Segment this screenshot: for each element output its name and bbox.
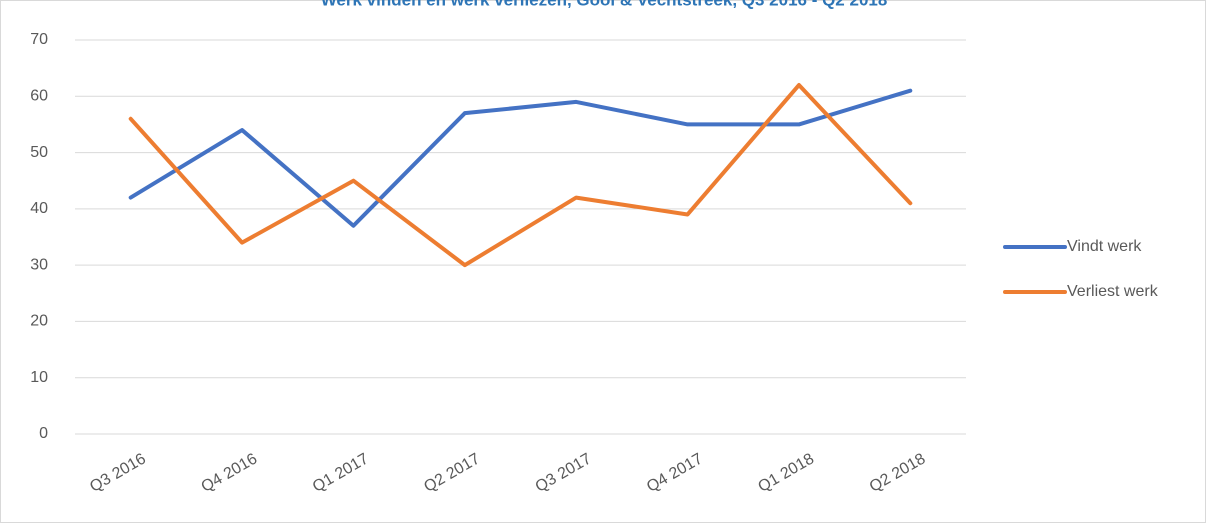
- legend-label: Verliest werk: [1067, 283, 1159, 300]
- y-tick-label: 50: [30, 144, 48, 161]
- series-line: [128, 88, 913, 228]
- series-line: [128, 83, 913, 268]
- y-tick-label: 40: [30, 200, 48, 217]
- y-tick-label: 30: [30, 256, 48, 273]
- y-tick-label: 10: [30, 369, 48, 386]
- y-tick-label: 20: [30, 313, 48, 330]
- y-tick-label: 0: [39, 425, 48, 442]
- chart-title: Werk vinden en werk verliezen, Gooi & Ve…: [321, 0, 888, 9]
- y-tick-label: 70: [30, 31, 48, 48]
- y-tick-label: 60: [30, 88, 48, 105]
- legend-label: Vindt werk: [1067, 238, 1142, 255]
